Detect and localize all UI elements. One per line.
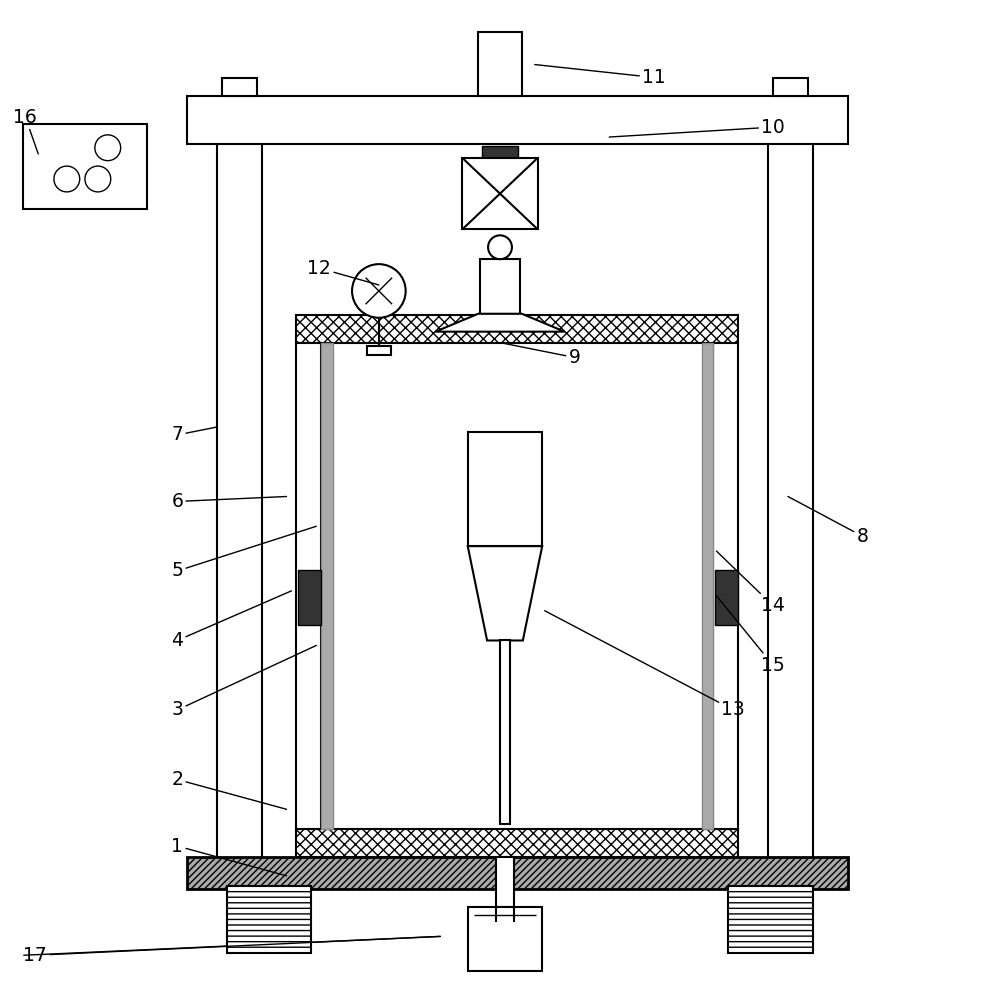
Bar — [227, 886, 311, 953]
Bar — [296, 343, 321, 829]
Text: 5: 5 — [171, 526, 316, 581]
Bar — [222, 78, 257, 96]
Text: 6: 6 — [171, 492, 287, 511]
Text: 15: 15 — [716, 596, 785, 675]
Text: 11: 11 — [535, 65, 666, 87]
Bar — [478, 32, 522, 96]
Text: 13: 13 — [545, 611, 745, 720]
Bar — [713, 343, 738, 829]
Bar — [23, 124, 147, 209]
Bar — [296, 829, 738, 857]
Text: 3: 3 — [171, 645, 316, 720]
Polygon shape — [468, 546, 542, 640]
Text: 8: 8 — [788, 496, 868, 546]
Bar — [187, 857, 848, 889]
Bar — [773, 78, 808, 96]
Text: 7: 7 — [171, 425, 217, 445]
Bar — [480, 259, 520, 314]
Text: 4: 4 — [171, 591, 291, 650]
Bar — [715, 570, 738, 625]
Text: 1: 1 — [171, 836, 287, 876]
Text: 14: 14 — [716, 551, 785, 616]
Text: 10: 10 — [609, 117, 785, 137]
Bar — [217, 134, 262, 859]
Text: 12: 12 — [307, 258, 379, 285]
Circle shape — [54, 166, 80, 192]
Bar — [468, 907, 542, 971]
Bar — [702, 343, 713, 829]
Polygon shape — [435, 314, 565, 332]
Bar — [496, 857, 514, 907]
Bar — [462, 158, 538, 229]
Bar — [298, 570, 321, 625]
Text: 9: 9 — [500, 343, 580, 367]
Bar — [468, 432, 542, 546]
Text: 16: 16 — [13, 107, 38, 154]
Bar — [500, 640, 510, 824]
Circle shape — [488, 235, 512, 259]
Circle shape — [352, 264, 406, 318]
Bar — [296, 315, 738, 343]
Bar — [367, 346, 391, 355]
Circle shape — [95, 135, 121, 161]
Text: 2: 2 — [171, 770, 287, 809]
Bar — [187, 96, 848, 144]
Bar — [768, 134, 813, 859]
Bar — [482, 146, 518, 158]
Circle shape — [85, 166, 111, 192]
Text: 17: 17 — [23, 936, 440, 965]
Bar — [728, 886, 813, 953]
Bar — [321, 343, 333, 829]
